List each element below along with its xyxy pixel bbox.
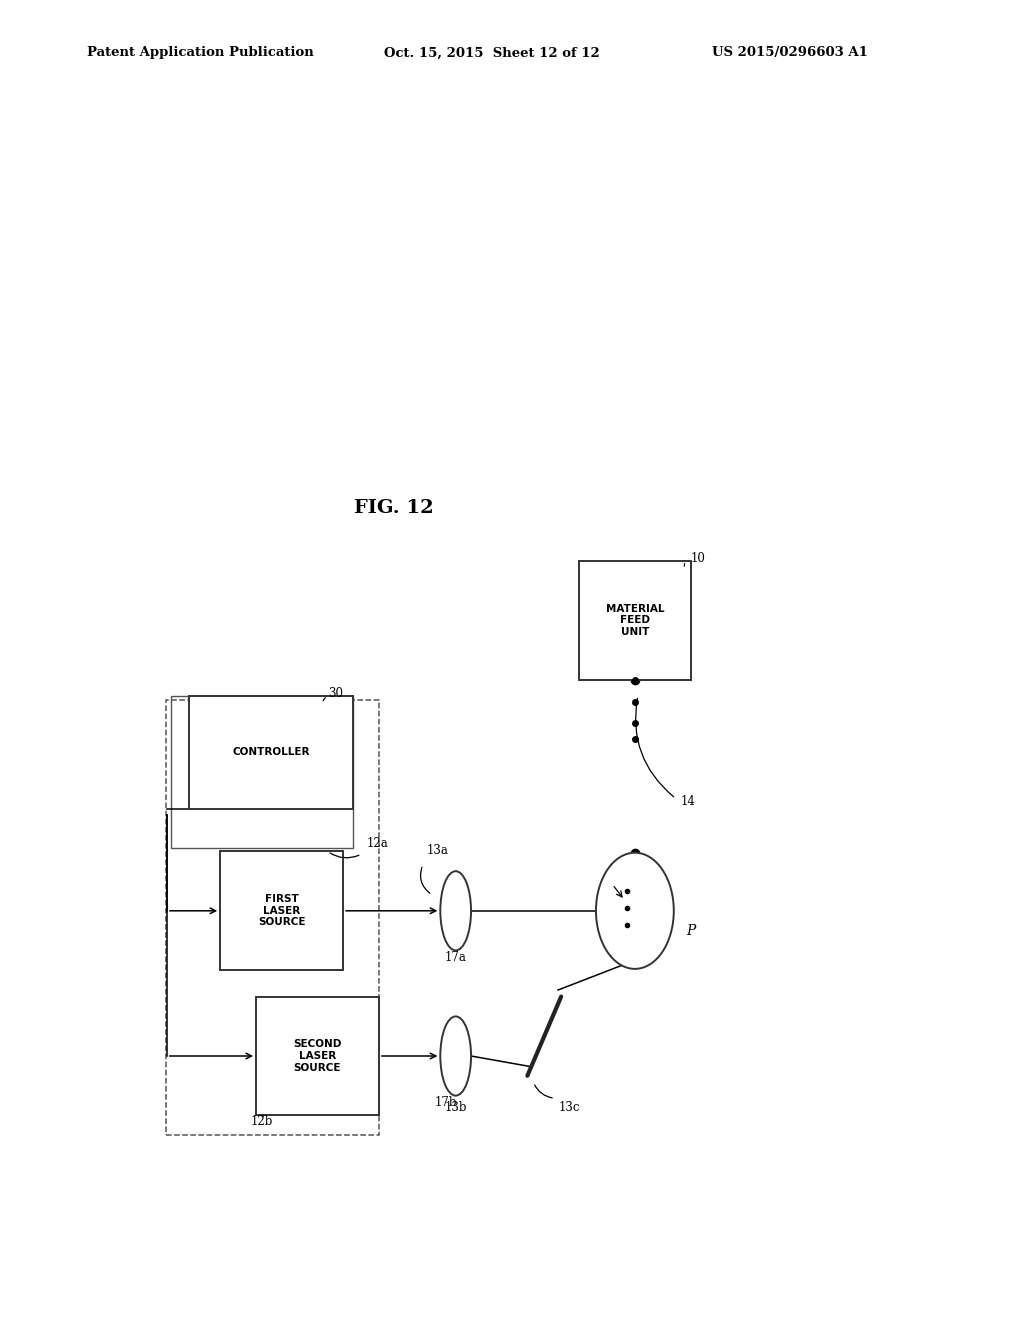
Text: 13b: 13b bbox=[444, 1101, 467, 1114]
Text: SECOND
LASER
SOURCE: SECOND LASER SOURCE bbox=[293, 1039, 342, 1073]
Text: 14: 14 bbox=[681, 795, 696, 808]
Text: 13a: 13a bbox=[427, 843, 449, 857]
Text: FIG. 12: FIG. 12 bbox=[354, 499, 434, 517]
Bar bbox=[579, 561, 691, 680]
Text: CONTROLLER: CONTROLLER bbox=[232, 747, 310, 758]
Bar bbox=[256, 997, 379, 1115]
Text: P: P bbox=[686, 924, 695, 937]
Ellipse shape bbox=[440, 871, 471, 950]
Ellipse shape bbox=[596, 853, 674, 969]
Text: 17b: 17b bbox=[434, 1096, 457, 1109]
Bar bbox=[166, 700, 379, 1135]
Bar bbox=[189, 697, 353, 808]
Text: US 2015/0296603 A1: US 2015/0296603 A1 bbox=[712, 46, 867, 59]
Ellipse shape bbox=[440, 1016, 471, 1096]
Text: 10: 10 bbox=[690, 552, 706, 565]
Text: FIRST
LASER
SOURCE: FIRST LASER SOURCE bbox=[258, 894, 305, 928]
Text: 17a: 17a bbox=[444, 950, 467, 964]
Bar bbox=[171, 697, 353, 847]
Text: 13c: 13c bbox=[559, 1101, 581, 1114]
Text: MATERIAL
FEED
UNIT: MATERIAL FEED UNIT bbox=[605, 603, 665, 638]
Text: 12b: 12b bbox=[251, 1114, 273, 1127]
Text: 12a: 12a bbox=[367, 837, 388, 850]
Text: Patent Application Publication: Patent Application Publication bbox=[87, 46, 313, 59]
Text: 30: 30 bbox=[328, 686, 343, 700]
Bar bbox=[220, 851, 343, 970]
Text: Oct. 15, 2015  Sheet 12 of 12: Oct. 15, 2015 Sheet 12 of 12 bbox=[384, 46, 600, 59]
